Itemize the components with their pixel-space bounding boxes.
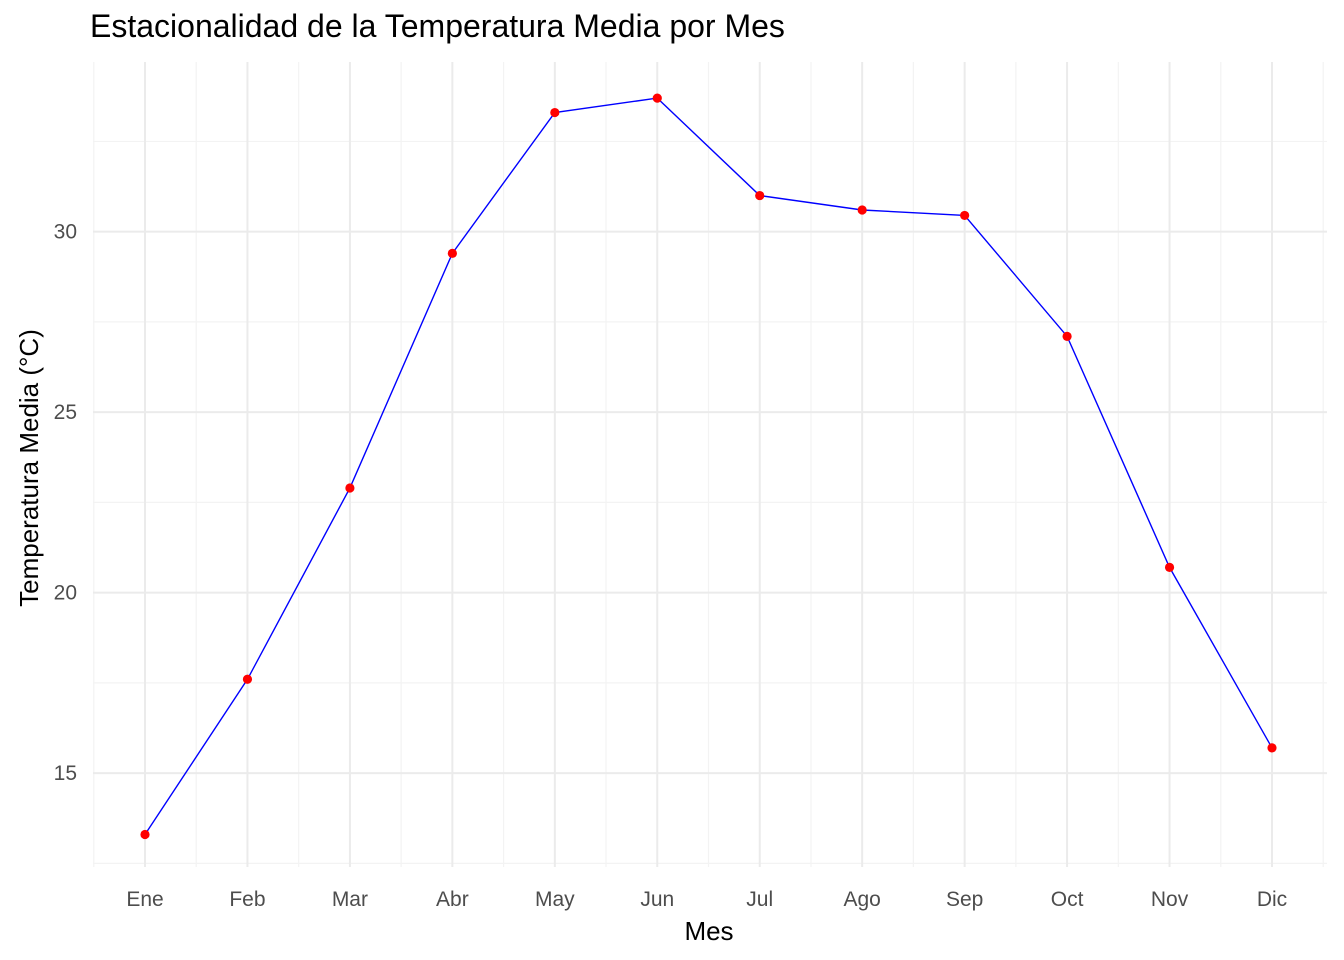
x-axis-title: Mes	[684, 916, 733, 946]
series-line-group	[144, 97, 1273, 835]
major-gridlines	[93, 62, 1327, 867]
data-point-may	[550, 107, 560, 118]
chart-title: Estacionalidad de la Temperatura Media p…	[90, 8, 785, 44]
y-tick-label-15: 15	[54, 762, 77, 785]
y-axis-tick-labels: 15 20 25 30	[54, 221, 77, 785]
x-tick-label-jul: Jul	[746, 888, 773, 911]
x-tick-label-mar: Mar	[332, 888, 368, 911]
data-point-ene	[140, 829, 150, 840]
y-tick-label-20: 20	[54, 582, 77, 605]
data-point-nov	[1164, 562, 1175, 572]
x-tick-label-jun: Jun	[640, 888, 674, 911]
series-line	[144, 97, 1273, 835]
x-tick-label-feb: Feb	[229, 888, 265, 911]
y-tick-label-25: 25	[54, 401, 77, 424]
x-tick-label-sep: Sep	[946, 888, 983, 911]
data-point-ago	[857, 205, 867, 215]
data-point-abr	[447, 248, 457, 258]
data-points	[140, 93, 1277, 840]
y-axis-title: Temperatura Media (°C)	[14, 329, 44, 607]
x-tick-label-abr: Abr	[436, 888, 469, 911]
data-point-feb	[242, 674, 253, 684]
x-tick-label-ene: Ene	[126, 888, 163, 911]
data-point-jun	[652, 93, 662, 103]
x-tick-label-ago: Ago	[843, 888, 880, 911]
data-point-jul	[755, 190, 765, 201]
x-tick-label-dic: Dic	[1257, 888, 1287, 911]
data-point-mar	[345, 483, 355, 493]
data-point-sep	[960, 210, 970, 221]
x-tick-label-oct: Oct	[1051, 888, 1084, 911]
y-tick-label-30: 30	[54, 221, 77, 244]
data-point-oct	[1062, 331, 1072, 341]
x-tick-label-nov: Nov	[1151, 888, 1189, 911]
minor-gridlines	[93, 62, 1327, 867]
x-axis-tick-labels: Ene Feb Mar Abr May Jun Jul Ago Sep Oct Nov Dic	[126, 888, 1287, 911]
data-point-dic	[1267, 743, 1277, 753]
x-tick-label-may: May	[535, 888, 575, 911]
